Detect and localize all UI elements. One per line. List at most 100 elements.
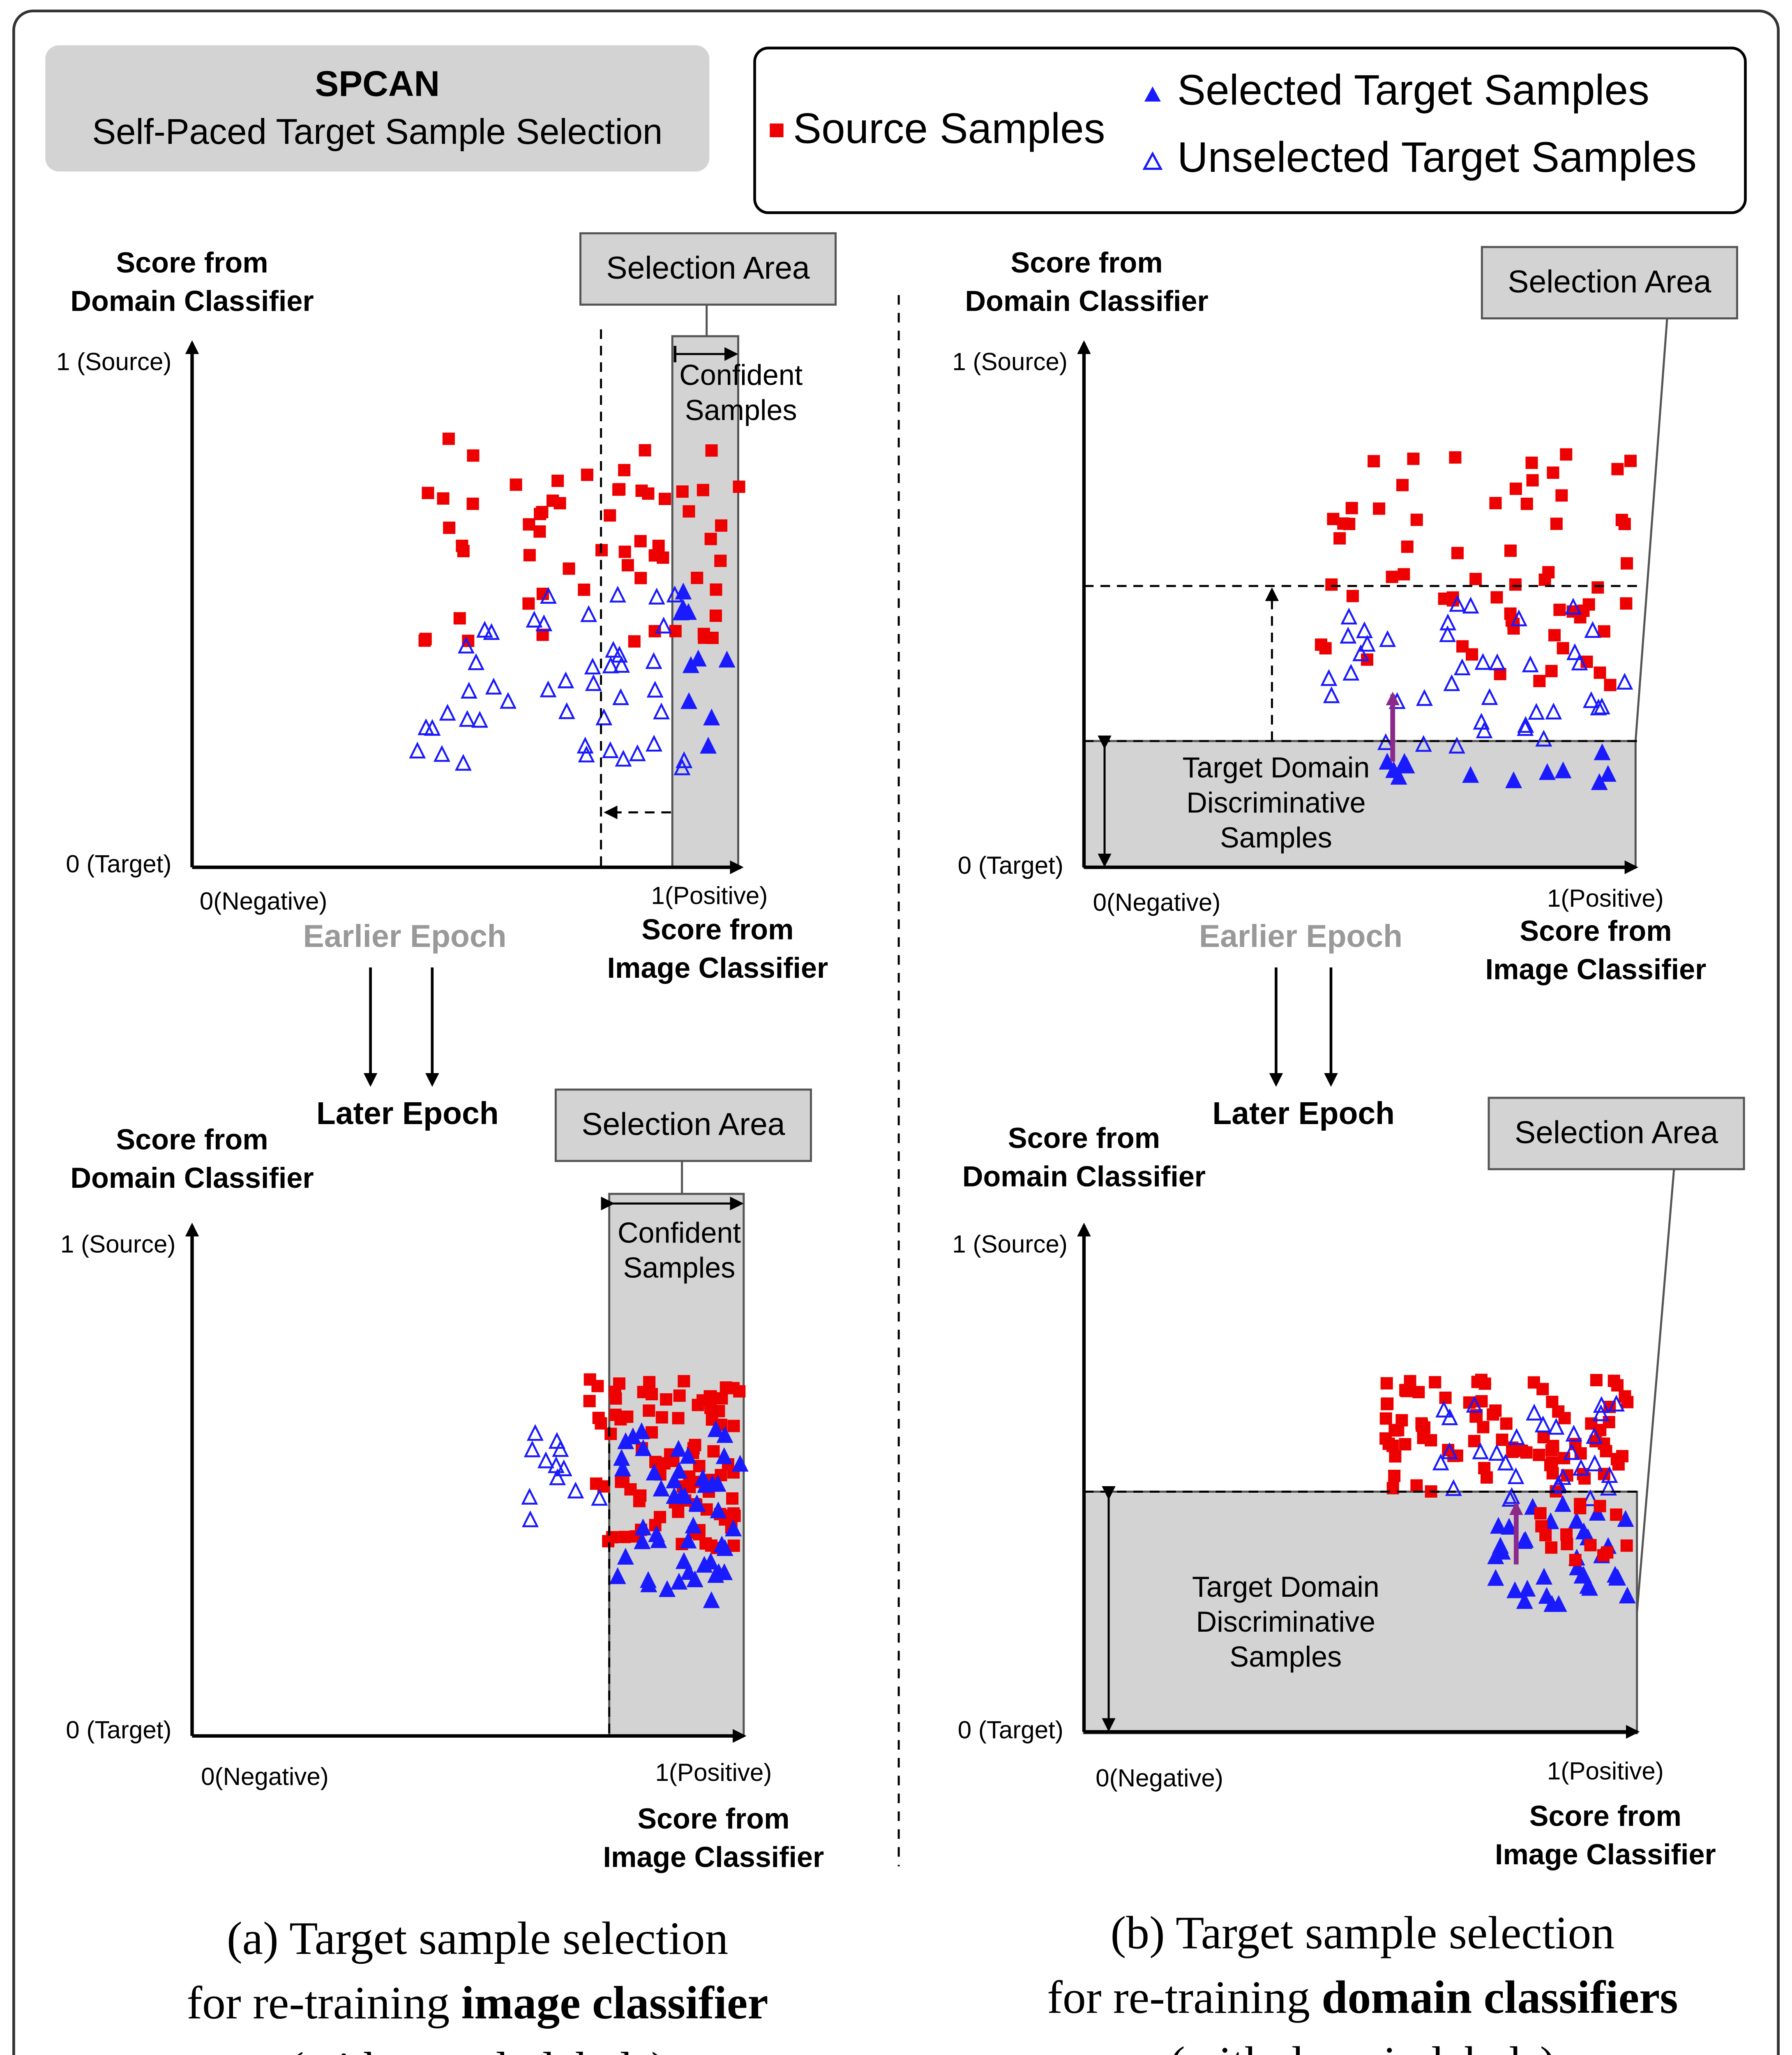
source-sample <box>1410 513 1423 526</box>
selected-target-sample <box>1619 1586 1636 1604</box>
source-sample <box>1546 1395 1559 1408</box>
source-sample <box>633 1495 646 1508</box>
selected-target-sample <box>709 1475 726 1492</box>
source-sample <box>1533 674 1546 687</box>
panels: Score from Domain Classifier 1 (Source) 0 (… <box>56 232 1745 2055</box>
source-sample <box>1560 1528 1573 1541</box>
caption-line: (b) Target sample selection <box>1110 1907 1614 1959</box>
source-sample <box>1558 1412 1571 1425</box>
source-sample <box>654 1511 667 1524</box>
y-axis-title: Domain Classifier <box>962 1161 1206 1193</box>
source-sample <box>1555 489 1568 502</box>
source-sample <box>727 1382 740 1395</box>
source-sample <box>727 1420 740 1432</box>
unselected-target-sample <box>1445 1479 1462 1496</box>
source-sample <box>1525 456 1538 469</box>
unselected-target-sample <box>1377 733 1394 750</box>
unselected-target-sample <box>433 745 450 762</box>
unselected-target-sample <box>1489 653 1506 670</box>
source-sample <box>1604 679 1617 691</box>
source-sample <box>1591 581 1604 594</box>
unselected-target-sample <box>1608 1395 1625 1412</box>
unselected-target-sample <box>1586 1427 1603 1444</box>
unselected-target-sample <box>558 702 575 719</box>
source-sample <box>1584 1539 1597 1552</box>
selection-area-box <box>579 232 837 306</box>
unselected-target-sample <box>1323 686 1340 703</box>
selected-target-sample <box>1390 768 1407 785</box>
selected-target-sample <box>1589 1503 1606 1521</box>
source-sample <box>422 487 434 499</box>
region-label: Samples <box>685 394 797 426</box>
source-sample <box>1388 1470 1401 1482</box>
selected-target-sample <box>1462 766 1479 783</box>
unselected-target-sample <box>1449 595 1466 612</box>
unselected-target-sample <box>602 656 619 674</box>
unselected-target-sample <box>602 741 619 758</box>
source-sample <box>714 554 727 567</box>
unselected-target-sample <box>585 674 602 691</box>
caption-line: (a) Target sample selection <box>227 1912 728 1964</box>
unselected-target-sample <box>1534 1415 1552 1433</box>
source-sample <box>1346 590 1359 603</box>
unselected-target-sample <box>591 1489 608 1506</box>
unselected-target-sample <box>1535 730 1552 747</box>
unselected-target-sample <box>612 688 630 705</box>
source-sample <box>1594 666 1606 679</box>
source-sample <box>655 1411 668 1424</box>
caption-emphasis: image classifier <box>461 1977 768 2029</box>
unselected-target-sample <box>1466 1396 1483 1413</box>
selected-target-sample <box>1490 1517 1507 1534</box>
source-sample <box>1410 1479 1423 1492</box>
source-sample <box>1379 1412 1392 1425</box>
selected-target-sample <box>1505 771 1522 788</box>
unselected-target-sample <box>1565 598 1582 615</box>
y-axis-title: Domain Classifier <box>70 285 314 317</box>
selected-target-sample <box>1517 1531 1534 1548</box>
selected-target-sample <box>690 649 707 667</box>
y-axis-title: Domain Classifier <box>965 285 1209 317</box>
header-title: SPCAN <box>315 64 440 104</box>
selection-area-label: Selection Area <box>1515 1115 1718 1150</box>
source-sample <box>618 464 631 476</box>
unselected-target-sample <box>676 751 693 768</box>
source-sample <box>583 1395 596 1407</box>
unselected-target-sample <box>646 681 664 698</box>
unselected-target-sample <box>1358 635 1376 652</box>
selected-target-sample <box>707 1420 724 1437</box>
unselected-target-sample <box>1582 1489 1599 1506</box>
selected-target-sample <box>633 1422 650 1439</box>
source-sample <box>678 1375 690 1388</box>
source-sample <box>1389 1450 1402 1463</box>
x-axis-title: Image Classifier <box>1485 953 1707 985</box>
unselected-target-sample <box>468 653 485 670</box>
source-sample <box>635 484 648 497</box>
source-sample <box>1527 1376 1540 1389</box>
selected-target-sample <box>700 737 717 754</box>
unselected-target-sample <box>1439 625 1456 642</box>
source-sample <box>1545 1541 1558 1554</box>
selected-target-sample <box>1516 1592 1533 1609</box>
source-sample <box>1439 1391 1452 1404</box>
unselected-target-sample <box>471 711 489 728</box>
source-sample <box>1612 1458 1625 1471</box>
source-sample <box>1594 1500 1606 1512</box>
unselected-target-sample <box>1476 721 1493 739</box>
unselected-target-sample <box>580 605 597 622</box>
source-sample <box>604 509 616 522</box>
selected-target-sample <box>703 709 720 725</box>
y-axis-title: Score from <box>116 1123 268 1155</box>
source-sample <box>1534 1507 1547 1520</box>
unselected-target-sample <box>1571 653 1588 671</box>
source-sample <box>1621 1396 1634 1408</box>
unselected-target-sample <box>1545 702 1562 720</box>
unselected-target-sample <box>1528 703 1545 720</box>
y-bottom-label: 0 (Target) <box>66 1716 171 1744</box>
x-left-label: 0(Negative) <box>1093 889 1221 916</box>
selected-target-sample <box>670 1572 687 1590</box>
unselected-target-sample <box>1510 609 1527 626</box>
source-sample <box>634 572 647 584</box>
source-sample <box>1333 532 1346 545</box>
source-sample <box>1542 566 1555 579</box>
source-sample <box>1401 540 1414 553</box>
